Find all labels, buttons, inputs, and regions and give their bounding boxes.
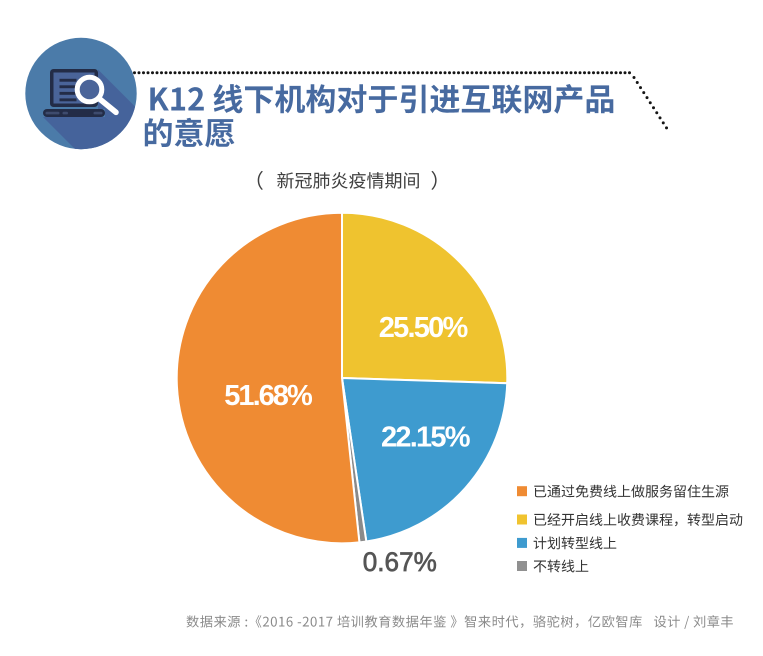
svg-text:0.67%: 0.67%: [363, 547, 437, 577]
svg-text:51.68%: 51.68%: [224, 380, 313, 412]
svg-text:25.50%: 25.50%: [379, 312, 469, 344]
svg-text:22.15%: 22.15%: [381, 422, 471, 454]
